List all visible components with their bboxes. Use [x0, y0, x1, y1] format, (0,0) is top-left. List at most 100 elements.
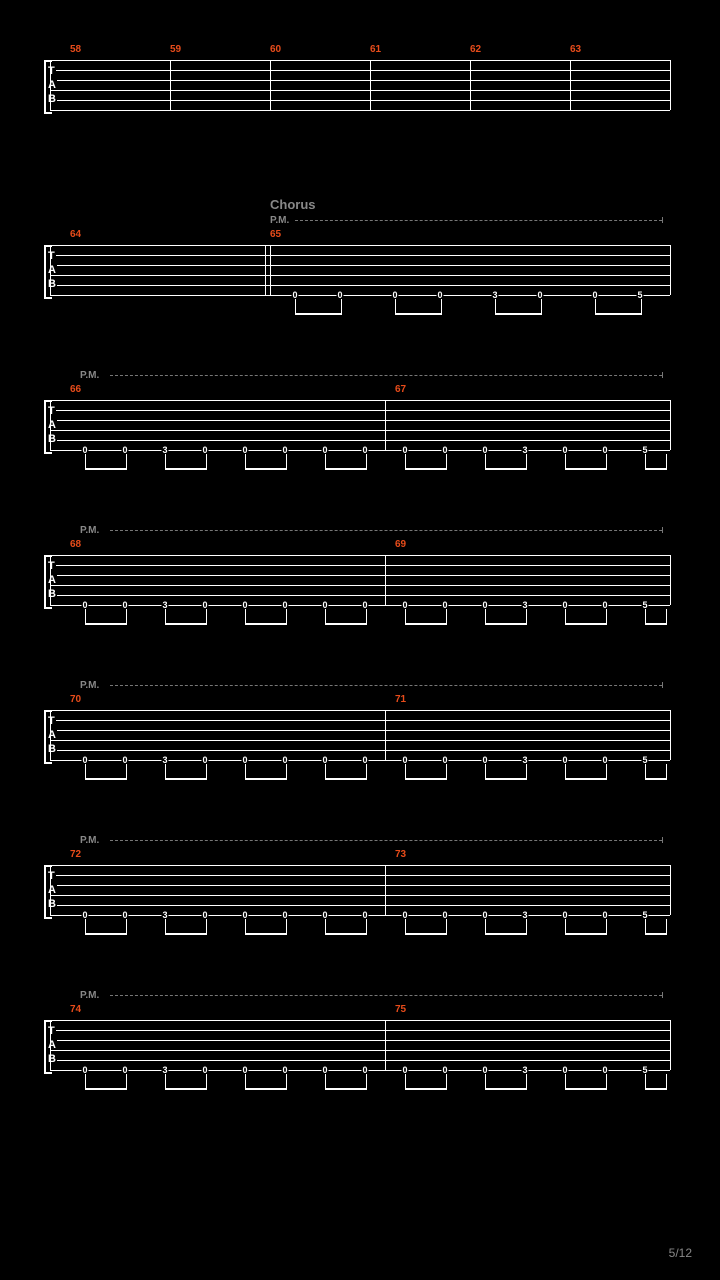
staff: T A B 6465 00003005: [50, 245, 670, 295]
staff-row-2: Chorus P.M. T A B 6465 00003005: [50, 245, 670, 295]
pm-dash-end: [662, 837, 663, 843]
staff: TAB6667003000000003005: [50, 400, 670, 450]
beam: [645, 454, 667, 470]
measure-number: 70: [70, 694, 81, 705]
beam: [645, 919, 667, 935]
barline: [265, 245, 266, 295]
staff: TAB7273003000000003005: [50, 865, 670, 915]
palm-mute-label: P.M.: [80, 990, 99, 1001]
barline: [670, 710, 671, 760]
barline: [470, 60, 471, 110]
beam: [85, 919, 127, 935]
beam: [85, 454, 127, 470]
beam: [405, 1074, 447, 1090]
beam: [565, 764, 607, 780]
beam: [485, 454, 527, 470]
pm-dash-line: [295, 220, 662, 222]
staff: TAB6869003000000003005: [50, 555, 670, 605]
staff: T A B 585960616263: [50, 60, 670, 110]
beam: [85, 1074, 127, 1090]
beam: [405, 919, 447, 935]
beam: [325, 764, 367, 780]
pm-dash-end: [662, 217, 663, 223]
beam: [245, 764, 287, 780]
beam: [495, 299, 542, 315]
barline: [50, 245, 51, 295]
barline: [670, 555, 671, 605]
barline: [385, 1020, 386, 1070]
barline: [570, 60, 571, 110]
beam: [565, 454, 607, 470]
beam: [645, 764, 667, 780]
staff-row-1: T A B 585960616263: [50, 60, 670, 110]
beam: [165, 1074, 207, 1090]
barline: [670, 865, 671, 915]
barline: [385, 865, 386, 915]
pm-dash-line: [110, 685, 662, 687]
barline: [370, 60, 371, 110]
measure-number: 59: [170, 44, 181, 55]
barline: [50, 60, 51, 110]
beam: [565, 1074, 607, 1090]
measure-number: 75: [395, 1004, 406, 1015]
page-number: 5/12: [669, 1246, 692, 1260]
measure-number: 69: [395, 539, 406, 550]
barline: [670, 245, 671, 295]
pm-dash-end: [662, 527, 663, 533]
measure-number: 65: [270, 229, 281, 240]
measure-number: 61: [370, 44, 381, 55]
measure-number: 74: [70, 1004, 81, 1015]
barline: [50, 400, 51, 450]
beam: [295, 299, 342, 315]
measure-number: 64: [70, 229, 81, 240]
beam: [565, 609, 607, 625]
barline: [50, 555, 51, 605]
beam: [325, 609, 367, 625]
beam: [645, 1074, 667, 1090]
palm-mute-label: P.M.: [80, 370, 99, 381]
beam: [485, 764, 527, 780]
pm-dash-line: [110, 995, 662, 997]
barline: [50, 710, 51, 760]
beam: [85, 609, 127, 625]
barline: [670, 1020, 671, 1070]
beam: [325, 919, 367, 935]
measure-number: 63: [570, 44, 581, 55]
beam: [245, 454, 287, 470]
barline: [270, 60, 271, 110]
palm-mute-label: P.M.: [80, 835, 99, 846]
beam: [405, 454, 447, 470]
staff: TAB7071003000000003005: [50, 710, 670, 760]
beam: [395, 299, 442, 315]
measure-number: 68: [70, 539, 81, 550]
barline: [385, 710, 386, 760]
pm-dash-end: [662, 682, 663, 688]
staff-row: P.M.TAB6869003000000003005: [50, 555, 670, 605]
palm-mute-label: P.M.: [80, 525, 99, 536]
beam: [165, 454, 207, 470]
barline: [50, 1020, 51, 1070]
staff-row: P.M.TAB7273003000000003005: [50, 865, 670, 915]
pm-dash-line: [110, 840, 662, 842]
measure-number: 60: [270, 44, 281, 55]
beam: [325, 1074, 367, 1090]
staff-row: P.M.TAB7475003000000003005: [50, 1020, 670, 1070]
barline: [670, 60, 671, 110]
barline: [385, 400, 386, 450]
beam: [595, 299, 642, 315]
measure-number: 71: [395, 694, 406, 705]
beam: [565, 919, 607, 935]
barline: [385, 555, 386, 605]
barline: [50, 865, 51, 915]
staff-row: P.M.TAB6667003000000003005: [50, 400, 670, 450]
staff: TAB7475003000000003005: [50, 1020, 670, 1070]
beam: [325, 454, 367, 470]
beam: [245, 1074, 287, 1090]
beam: [245, 609, 287, 625]
beam: [485, 919, 527, 935]
barline: [270, 245, 271, 295]
barline: [670, 400, 671, 450]
beam: [245, 919, 287, 935]
measure-number: 62: [470, 44, 481, 55]
beam: [165, 609, 207, 625]
